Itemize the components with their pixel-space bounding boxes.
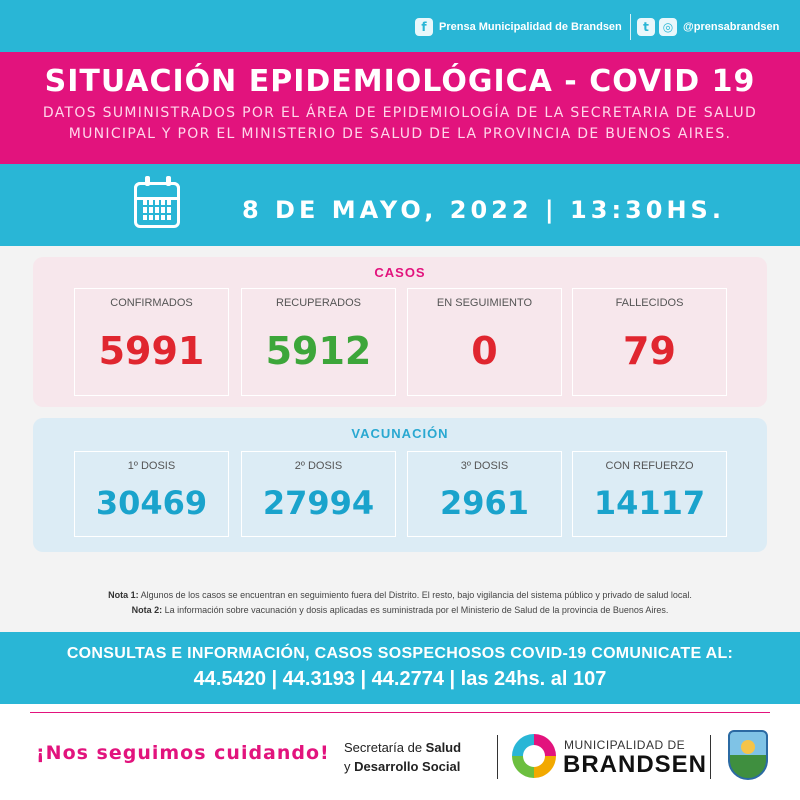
facebook-link[interactable]: f Prensa Municipalidad de Brandsen	[415, 16, 622, 38]
card-value: 30469	[95, 484, 208, 522]
card-value: 0	[471, 329, 498, 373]
card-label: 2º DOSIS	[294, 460, 343, 472]
secretaria-logo-text: Secretaría de Salud y Desarrollo Social	[344, 738, 461, 776]
card-label: FALLECIDOS	[615, 297, 684, 309]
card-label: RECUPERADOS	[276, 297, 361, 309]
time-text: 13:30HS.	[570, 196, 725, 224]
vaccination-panel: VACUNACIÓN 1º DOSIS 30469 2º DOSIS 27994…	[33, 418, 767, 552]
subtitle-line-2: MUNICIPAL Y POR EL MINISTERIO DE SALUD D…	[68, 126, 732, 142]
card-label: CONFIRMADOS	[110, 297, 193, 309]
page-title: SITUACIÓN EPIDEMIOLÓGICA - COVID 19	[44, 64, 756, 99]
card-label: 1º DOSIS	[127, 460, 176, 472]
secretaria-desarrollo: Desarrollo Social	[354, 759, 461, 774]
footer-divider	[30, 712, 770, 713]
calendar-icon	[134, 176, 180, 228]
coat-of-arms-icon	[728, 730, 768, 780]
municipality-logo-icon	[512, 734, 556, 778]
social-handle-link[interactable]: t ◎ @prensabrandsen	[637, 16, 779, 38]
vaccination-title: VACUNACIÓN	[351, 426, 449, 441]
note-1-text: Algunos de los casos se encuentran en se…	[140, 590, 692, 600]
cases-title: CASOS	[374, 265, 426, 280]
social-handle: @prensabrandsen	[683, 21, 780, 33]
date-separator: |	[544, 196, 571, 224]
card-dosis-2: 2º DOSIS 27994	[241, 451, 396, 537]
social-divider	[630, 14, 631, 40]
card-value: 5991	[98, 329, 205, 373]
date-time: 8 DE MAYO, 2022 | 13:30HS.	[242, 196, 725, 224]
card-en-seguimiento: EN SEGUIMIENTO 0	[407, 288, 562, 396]
note-2: Nota 2: La información sobre vacunación …	[0, 603, 800, 618]
facebook-icon: f	[415, 18, 433, 36]
date-text: 8 DE MAYO, 2022	[242, 196, 533, 224]
card-value: 79	[623, 329, 676, 373]
facebook-label: Prensa Municipalidad de Brandsen	[439, 21, 622, 33]
subtitle-line-1: DATOS SUMINISTRADOS POR EL ÁREA DE EPIDE…	[42, 105, 758, 121]
card-confirmados: CONFIRMADOS 5991	[74, 288, 229, 396]
secretaria-y: y	[344, 759, 351, 774]
note-2-label: Nota 2:	[131, 605, 163, 615]
card-recuperados: RECUPERADOS 5912	[241, 288, 396, 396]
card-value: 14117	[593, 484, 706, 522]
secretaria-prefix: Secretaría de	[344, 740, 423, 755]
card-dosis-3: 3º DOSIS 2961	[407, 451, 562, 537]
slogan: ¡Nos seguimos cuidando!	[36, 742, 330, 764]
card-value: 5912	[265, 329, 372, 373]
notes: Nota 1: Algunos de los casos se encuentr…	[0, 588, 800, 618]
card-refuerzo: CON REFUERZO 14117	[572, 451, 727, 537]
footer-separator-2	[710, 735, 711, 779]
contact-heading: CONSULTAS E INFORMACIÓN, CASOS SOSPECHOS…	[66, 645, 734, 662]
secretaria-salud: Salud	[425, 740, 462, 755]
note-1-label: Nota 1:	[108, 590, 139, 600]
municipality-name-small: MUNICIPALIDAD DE	[564, 738, 686, 752]
card-fallecidos: FALLECIDOS 79	[572, 288, 727, 396]
municipality-name-big: BRANDSEN	[563, 751, 708, 778]
contact-phones: 44.5420 | 44.3193 | 44.2774 | las 24hs. …	[193, 668, 607, 690]
card-value: 2961	[439, 484, 530, 522]
contact-band: CONSULTAS E INFORMACIÓN, CASOS SOSPECHOS…	[0, 632, 800, 704]
card-value: 27994	[262, 484, 375, 522]
card-label: CON REFUERZO	[605, 460, 694, 472]
cases-panel: CASOS CONFIRMADOS 5991 RECUPERADOS 5912 …	[33, 257, 767, 407]
card-dosis-1: 1º DOSIS 30469	[74, 451, 229, 537]
footer-separator-1	[497, 735, 498, 779]
twitter-icon: t	[637, 18, 655, 36]
card-label: EN SEGUIMIENTO	[436, 297, 533, 309]
note-1: Nota 1: Algunos de los casos se encuentr…	[0, 588, 800, 603]
note-2-text: La información sobre vacunación y dosis …	[164, 605, 669, 615]
date-band	[0, 164, 800, 246]
header-banner: SITUACIÓN EPIDEMIOLÓGICA - COVID 19 DATO…	[0, 52, 800, 164]
instagram-icon: ◎	[659, 18, 677, 36]
card-label: 3º DOSIS	[460, 460, 509, 472]
